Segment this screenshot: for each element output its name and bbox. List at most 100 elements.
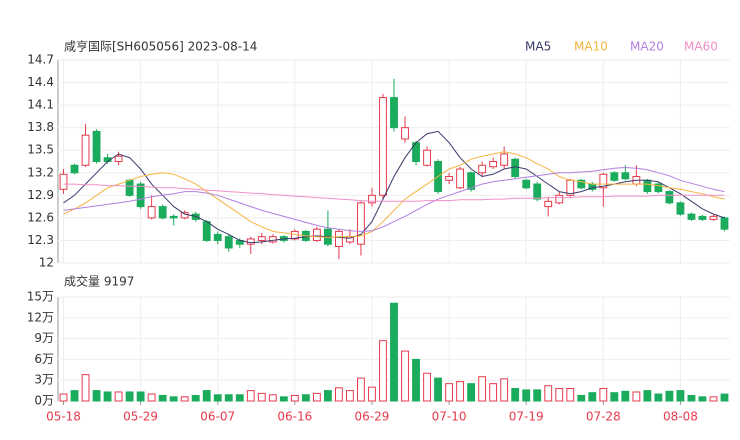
- x-tick-label: 08-08: [663, 410, 698, 424]
- volume-bar: [290, 394, 299, 402]
- volume-title: 成交量 9197: [64, 274, 134, 289]
- y-tick-label: 13.5: [27, 143, 54, 157]
- candle-body: [478, 164, 487, 174]
- legend-label: MA10: [574, 40, 608, 54]
- volume-bar: [357, 377, 365, 402]
- candle-body: [312, 228, 321, 241]
- legend-label: MA5: [525, 40, 551, 54]
- volume-bar: [147, 393, 156, 402]
- candle-body: [246, 238, 255, 245]
- candle-body: [379, 97, 387, 196]
- candle-body: [136, 183, 145, 208]
- candle-body: [202, 221, 211, 241]
- legend-label: MA60: [684, 40, 718, 54]
- volume-bar: [346, 390, 354, 402]
- volume-bar: [588, 392, 597, 402]
- volume-bar: [279, 396, 288, 402]
- x-tick-label: 07-19: [509, 410, 544, 424]
- y-tick-label: 14.1: [27, 98, 54, 112]
- volume-bar: [676, 390, 685, 402]
- candle-body: [268, 236, 277, 243]
- candle-body: [676, 202, 685, 215]
- volume-bar: [577, 394, 586, 402]
- candle-body: [533, 183, 542, 200]
- ma-line: [63, 130, 725, 244]
- volume-bar: [412, 358, 420, 402]
- y-tick-label: 12.9: [27, 188, 54, 202]
- volume-bar: [70, 390, 79, 402]
- x-tick-label: 06-16: [277, 410, 312, 424]
- volume-bar: [445, 383, 453, 402]
- volume-bar: [654, 393, 663, 402]
- candle-body: [489, 161, 498, 168]
- volume-bar: [158, 394, 167, 402]
- x-tick-label: 06-07: [200, 410, 235, 424]
- volume-bar: [235, 394, 244, 402]
- x-tick-label: 05-29: [123, 410, 158, 424]
- ma-line: [63, 151, 725, 238]
- volume-bar: [246, 390, 255, 402]
- volume-bar: [599, 388, 608, 402]
- candle-body: [180, 212, 189, 219]
- y-tick-label: 6万: [34, 352, 54, 366]
- volume-bar: [610, 392, 619, 402]
- y-tick-label: 12.6: [27, 210, 54, 224]
- volume-bar: [169, 396, 178, 402]
- candle-body: [59, 173, 68, 190]
- candle-body: [81, 134, 90, 166]
- candle-body: [522, 179, 531, 189]
- y-tick-label: 13.8: [27, 120, 54, 134]
- volume-bar: [81, 374, 90, 402]
- volume-bar: [687, 394, 696, 402]
- y-tick-label: 14.4: [27, 75, 54, 89]
- volume-bar: [323, 390, 332, 402]
- candle-body: [390, 97, 398, 129]
- candle-body: [467, 172, 476, 190]
- volume-bar: [720, 393, 729, 402]
- volume-bar: [423, 372, 431, 402]
- candle-body: [709, 215, 718, 220]
- candle-body: [125, 179, 134, 196]
- volume-bar: [301, 394, 310, 402]
- candle-body: [500, 153, 509, 166]
- volume-bar: [401, 350, 409, 402]
- volume-bar: [379, 340, 387, 402]
- volume-bar: [191, 394, 200, 402]
- y-tick-label: 12万: [27, 310, 54, 324]
- ma-line: [63, 183, 725, 202]
- volume-bar: [202, 390, 211, 402]
- volume-bar: [103, 391, 112, 402]
- volume-bar: [456, 381, 465, 402]
- volume-bar: [522, 389, 531, 402]
- volume-bar: [511, 388, 520, 402]
- candle-body: [401, 127, 409, 140]
- volume-bar: [125, 391, 134, 402]
- volume-bar: [59, 393, 68, 402]
- volume-bar: [632, 391, 641, 402]
- candle-body: [224, 236, 233, 249]
- volume-bar: [665, 390, 674, 402]
- candle-body: [114, 155, 123, 162]
- volume-bar: [180, 396, 189, 402]
- candle-body: [257, 236, 266, 241]
- candle-body: [423, 149, 431, 166]
- y-tick-label: 3万: [34, 373, 54, 387]
- candle-body: [445, 176, 453, 181]
- x-tick-label: 06-29: [355, 410, 390, 424]
- y-tick-label: 13.2: [27, 165, 54, 179]
- x-tick-label: 07-10: [432, 410, 467, 424]
- y-tick-label: 12.3: [27, 233, 54, 247]
- volume-bar: [709, 396, 718, 402]
- volume-bar: [478, 376, 487, 402]
- candle-body: [599, 173, 608, 189]
- volume-bar: [621, 390, 630, 402]
- candle-body: [610, 172, 619, 181]
- volume-bar: [335, 387, 343, 402]
- candle-body: [555, 194, 564, 204]
- y-tick-label: 12: [39, 256, 54, 270]
- volume-bar: [698, 396, 707, 402]
- y-tick-label: 14.7: [27, 53, 54, 67]
- y-tick-label: 0万: [34, 394, 54, 408]
- candle-body: [456, 168, 465, 189]
